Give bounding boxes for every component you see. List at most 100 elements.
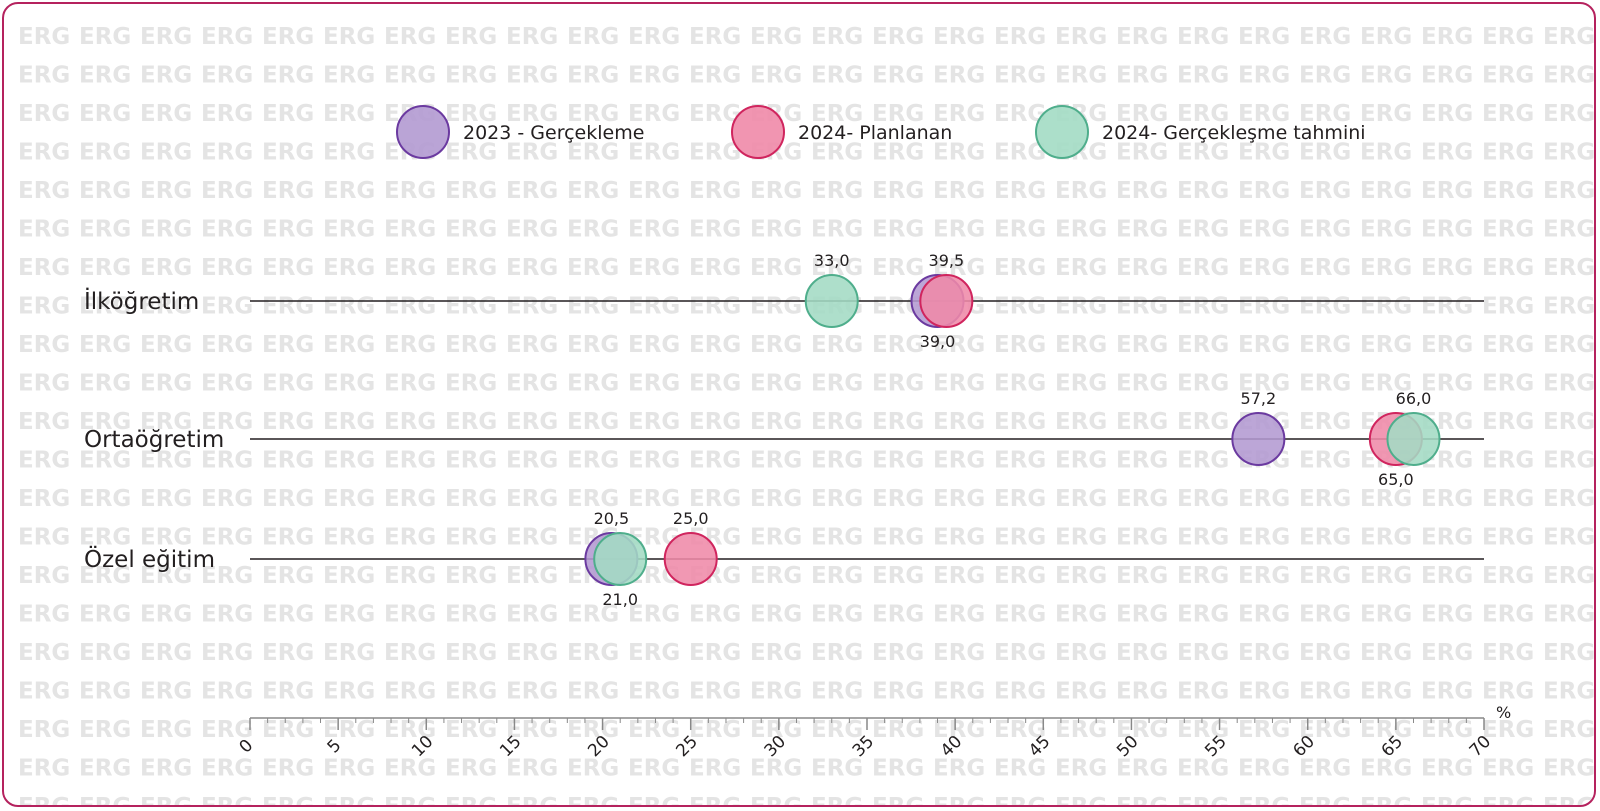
watermark-tile: ERG — [1421, 255, 1473, 281]
watermark-tile: ERG — [994, 294, 1046, 320]
watermark-tile: ERG — [79, 101, 131, 127]
watermark-tile: ERG — [1116, 448, 1168, 474]
watermark-tile: ERG — [262, 140, 314, 166]
watermark-tile: ERG — [1177, 448, 1229, 474]
watermark-tile: ERG — [506, 63, 558, 89]
watermark-tile: ERG — [1299, 756, 1351, 782]
watermark-tile: ERG — [18, 409, 70, 435]
data-label-s3-c3: 21,0 — [602, 590, 638, 609]
watermark-tile: ERG — [933, 563, 985, 589]
watermark-tile: ERG — [262, 217, 314, 243]
watermark-tile: ERG — [79, 63, 131, 89]
watermark-tile: ERG — [506, 371, 558, 397]
watermark-tile: ERG — [1421, 486, 1473, 512]
legend-marker-2 — [731, 105, 785, 159]
watermark-tile: ERG — [262, 717, 314, 743]
watermark-tile: ERG — [1543, 24, 1595, 50]
watermark-tile: ERG — [445, 679, 497, 705]
watermark-tile: ERG — [384, 371, 436, 397]
watermark-tile: ERG — [1299, 448, 1351, 474]
data-label-s1-c2: 57,2 — [1241, 389, 1277, 408]
watermark-tile: ERG — [1482, 448, 1534, 474]
watermark-tile: ERG — [872, 717, 924, 743]
watermark-tile: ERG — [994, 717, 1046, 743]
watermark-tile: ERG — [201, 255, 253, 281]
watermark-tile: ERG — [79, 756, 131, 782]
watermark-tile: ERG — [384, 486, 436, 512]
watermark-tile: ERG — [1177, 371, 1229, 397]
point-s2-c3 — [663, 532, 718, 586]
watermark-tile: ERG — [1299, 640, 1351, 666]
watermark-tile: ERG — [323, 448, 375, 474]
watermark-tile: ERG — [1360, 717, 1412, 743]
watermark-tile: ERG — [506, 679, 558, 705]
watermark-tile: ERG — [18, 255, 70, 281]
watermark-tile: ERG — [140, 63, 192, 89]
watermark-tile: ERG — [1177, 63, 1229, 89]
watermark-tile: ERG — [445, 332, 497, 358]
watermark-tile: ERG — [323, 371, 375, 397]
watermark-tile: ERG — [1299, 255, 1351, 281]
watermark-tile: ERG — [79, 294, 131, 320]
watermark-tile: ERG — [18, 332, 70, 358]
watermark-tile: ERG — [79, 794, 131, 807]
watermark-tile: ERG — [384, 563, 436, 589]
watermark-tile: ERG — [1055, 178, 1107, 204]
watermark-tile: ERG — [994, 255, 1046, 281]
watermark-tile: ERG — [140, 409, 192, 435]
watermark-tile: ERG — [201, 525, 253, 551]
watermark-tile: ERG — [750, 486, 802, 512]
watermark-tile: ERG — [323, 255, 375, 281]
watermark-tile: ERG — [872, 794, 924, 807]
watermark-tile: ERG — [506, 563, 558, 589]
watermark-tile: ERG — [811, 332, 863, 358]
watermark-tile: ERG — [689, 371, 741, 397]
watermark-tile: ERG — [79, 448, 131, 474]
watermark-tile: ERG — [1055, 371, 1107, 397]
watermark-tile: ERG — [18, 563, 70, 589]
watermark-tile: ERG — [323, 217, 375, 243]
watermark-tile: ERG — [1238, 679, 1290, 705]
point-s3-c3 — [593, 532, 648, 586]
watermark-tile: ERG — [384, 217, 436, 243]
watermark-tile: ERG — [1299, 371, 1351, 397]
data-label-s1-c3: 20,5 — [594, 509, 630, 528]
watermark-tile: ERG — [1360, 101, 1412, 127]
watermark-tile: ERG — [750, 640, 802, 666]
watermark-tile: ERG — [1543, 717, 1595, 743]
watermark-tile: ERG — [1238, 756, 1290, 782]
watermark-tile: ERG — [262, 178, 314, 204]
legend: 2023 - Gerçekleme 2024- Planlanan 2024- Ge… — [396, 105, 1366, 159]
watermark-tile: ERG — [262, 294, 314, 320]
watermark-tile: ERG — [567, 640, 619, 666]
watermark-tile: ERG — [1543, 63, 1595, 89]
watermark-tile: ERG — [1238, 63, 1290, 89]
watermark-tile: ERG — [18, 140, 70, 166]
watermark-tile: ERG — [872, 409, 924, 435]
watermark-tile: ERG — [1116, 101, 1168, 127]
watermark-tile: ERG — [140, 602, 192, 628]
watermark-tile: ERG — [628, 602, 680, 628]
watermark-tile: ERG — [1482, 409, 1534, 435]
watermark-tile: ERG — [1482, 294, 1534, 320]
watermark-tile: ERG — [445, 255, 497, 281]
watermark-tile: ERG — [628, 409, 680, 435]
watermark-tile: ERG — [1360, 371, 1412, 397]
watermark-tile: ERG — [1177, 178, 1229, 204]
watermark-tile: ERG — [1360, 140, 1412, 166]
watermark-tile: ERG — [201, 409, 253, 435]
watermark-tile: ERG — [1299, 332, 1351, 358]
watermark-tile: ERG — [1421, 332, 1473, 358]
watermark-tile: ERG — [323, 63, 375, 89]
watermark-tile: ERG — [1177, 563, 1229, 589]
watermark-tile: ERG — [933, 332, 985, 358]
watermark-tile: ERG — [79, 24, 131, 50]
watermark-tile: ERG — [1421, 101, 1473, 127]
watermark-tile: ERG — [262, 794, 314, 807]
watermark-tile: ERG — [1299, 140, 1351, 166]
watermark-tile: ERG — [1055, 563, 1107, 589]
watermark-tile: ERG — [1238, 525, 1290, 551]
watermark-tile: ERG — [1238, 332, 1290, 358]
watermark-tile: ERG — [994, 409, 1046, 435]
watermark-tile: ERG — [689, 63, 741, 89]
